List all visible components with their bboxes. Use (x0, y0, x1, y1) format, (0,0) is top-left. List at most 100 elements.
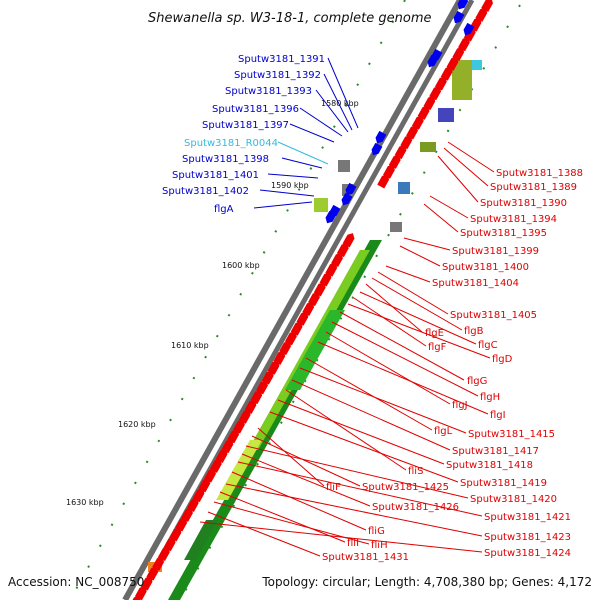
leader-line (359, 291, 477, 345)
leader-line (365, 283, 423, 333)
forward-gene-label[interactable]: Sputw3181_1396 (212, 104, 299, 115)
forward-gene-label[interactable]: Sputw3181_1391 (238, 54, 325, 65)
leader-line (289, 123, 335, 143)
reverse-strand-genes (129, 0, 493, 600)
reverse-gene-label[interactable]: Sputw3181_1418 (446, 460, 533, 471)
reverse-gene-label[interactable]: flgD (492, 354, 513, 365)
forward-gene-label[interactable]: Sputw3181_1401 (172, 170, 259, 181)
leader-line (269, 411, 459, 483)
reverse-arrow-icon (377, 174, 390, 189)
kbp-label: 1590 kbp (271, 181, 309, 190)
reverse-gene-label[interactable]: Sputw3181_1389 (490, 182, 577, 193)
leader-line (291, 379, 451, 451)
reverse-arrow-icon (129, 595, 141, 600)
leader-line (305, 357, 433, 431)
reverse-gene-label[interactable]: Sputw3181_1404 (432, 278, 519, 289)
leader-line (385, 265, 431, 283)
reverse-gene-label[interactable]: Sputw3181_1419 (460, 478, 547, 489)
forward-arrow-icon (463, 22, 475, 36)
leader-line (253, 201, 313, 209)
reverse-gene-label[interactable]: Sputw3181_1388 (496, 168, 583, 179)
forward-arrow-icon (427, 54, 439, 68)
reverse-gene-label[interactable]: Sputw3181_1390 (480, 198, 567, 209)
reverse-gene-label[interactable]: Sputw3181_1424 (484, 548, 571, 559)
leader-line (423, 203, 459, 233)
reverse-gene-label[interactable]: Sputw3181_1400 (442, 262, 529, 273)
forward-gene-label[interactable]: Sputw3181_1392 (234, 70, 321, 81)
leader-line (403, 237, 451, 251)
kbp-labels: 1580 kbp 1590 kbp 1600 kbp 1610 kbp 1620… (66, 99, 359, 507)
label-leader-lines (199, 57, 495, 557)
reverse-gene-label[interactable]: Sputw3181_1423 (484, 532, 571, 543)
reverse-gene-label[interactable]: fliF (326, 482, 341, 493)
leader-line (323, 73, 353, 131)
leader-line (259, 189, 315, 197)
reverse-gene-label[interactable]: fliH (371, 540, 388, 551)
reverse-gene-label[interactable]: flgG (467, 376, 487, 387)
kbp-label: 1630 kbp (66, 498, 104, 507)
leader-line (277, 399, 445, 465)
reverse-gene-label[interactable]: fliI (347, 538, 359, 549)
reverse-gene-label[interactable]: flgI (490, 410, 506, 421)
forward-gene-label[interactable]: Sputw3181_1393 (225, 86, 312, 97)
forward-arrow-icon (371, 142, 383, 156)
leader-line (315, 89, 349, 133)
leader-line (377, 271, 449, 315)
leader-line (347, 303, 491, 359)
kbp-label: 1620 kbp (118, 420, 156, 429)
leader-line (199, 521, 483, 553)
kbp-label: 1600 kbp (222, 261, 260, 270)
leader-line (317, 341, 489, 415)
reverse-gene-label[interactable]: flgB (464, 326, 484, 337)
genome-title: Shewanella sp. W3-18-1, complete genome (148, 11, 431, 26)
forward-arrow-icon (341, 192, 353, 206)
forward-gene-labels: Sputw3181_1391 Sputw3181_1392 Sputw3181_… (162, 54, 325, 215)
leader-line (245, 445, 469, 499)
leader-line (353, 297, 427, 347)
kbp-label: 1580 kbp (321, 99, 359, 108)
leader-line (299, 367, 467, 434)
leader-line (237, 461, 483, 517)
leader-line (325, 331, 451, 405)
topology-label: Topology: circular; Length: 4,708,380 bp… (261, 575, 592, 589)
reverse-gene-label[interactable]: fliS (408, 466, 423, 477)
reverse-gene-label[interactable]: fliG (368, 526, 385, 537)
rna-gene-label[interactable]: Sputw3181_R0044 (184, 138, 278, 149)
forward-gene-label[interactable]: flgA (214, 204, 234, 215)
reverse-gene-label[interactable]: Sputw3181_1431 (322, 552, 409, 563)
leader-line (339, 311, 465, 381)
reverse-gene-label[interactable]: Sputw3181_1420 (470, 494, 557, 505)
reverse-gene-label[interactable]: flgL (434, 426, 453, 437)
reverse-gene-label[interactable]: Sputw3181_1394 (470, 214, 557, 225)
forward-arrow-icon (345, 182, 357, 196)
leader-line (219, 491, 346, 543)
forward-gene-label[interactable]: Sputw3181_1402 (162, 186, 249, 197)
reverse-gene-label[interactable]: flgE (425, 328, 444, 339)
leader-line (429, 195, 469, 219)
forward-arrow-icon (325, 210, 337, 224)
forward-arrow-icon (457, 0, 469, 10)
leader-line (281, 157, 323, 169)
forward-arrow-icon (453, 10, 465, 24)
forward-gene-label[interactable]: Sputw3181_1397 (202, 120, 289, 131)
reverse-gene-label[interactable]: Sputw3181_1421 (484, 512, 571, 523)
kbp-label: 1610 kbp (171, 341, 209, 350)
reverse-gene-label[interactable]: flgF (428, 342, 447, 353)
reverse-gene-label[interactable]: Sputw3181_1425 (362, 482, 449, 493)
reverse-gene-label[interactable]: flgC (478, 340, 498, 351)
reverse-gene-label[interactable]: Sputw3181_1399 (452, 246, 539, 257)
reverse-gene-label[interactable]: Sputw3181_1426 (372, 502, 459, 513)
reverse-gene-label[interactable]: Sputw3181_1395 (460, 228, 547, 239)
leader-line (371, 277, 463, 331)
reverse-gene-label[interactable]: Sputw3181_1405 (450, 310, 537, 321)
forward-gene-label[interactable]: Sputw3181_1398 (182, 154, 269, 165)
leader-line (299, 107, 343, 137)
reverse-gene-label[interactable]: Sputw3181_1417 (452, 446, 539, 457)
leader-line (327, 57, 359, 129)
reverse-gene-label[interactable]: flgJ (452, 400, 468, 411)
leader-line (251, 435, 361, 487)
leader-line (331, 321, 479, 397)
reverse-gene-label[interactable]: Sputw3181_1415 (468, 429, 555, 440)
reverse-gene-label[interactable]: flgH (480, 392, 500, 403)
